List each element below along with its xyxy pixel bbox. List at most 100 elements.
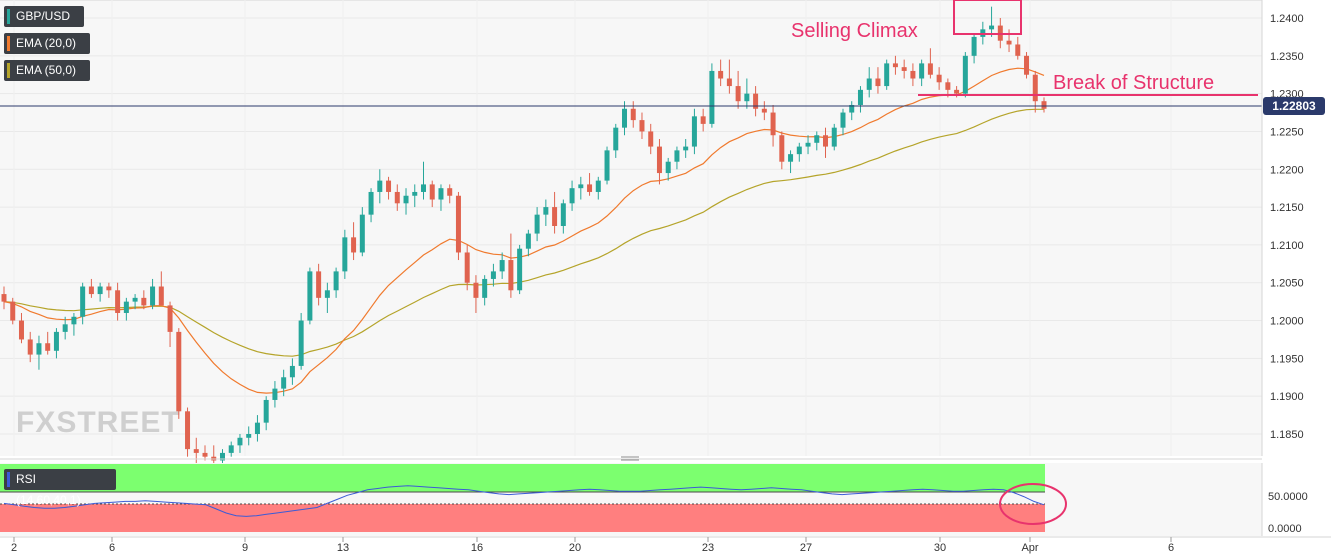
candle xyxy=(683,139,689,158)
candle xyxy=(342,229,348,279)
candle-body xyxy=(368,191,374,215)
break-of-structure-label: Break of Structure xyxy=(1053,72,1214,94)
candle xyxy=(123,297,129,321)
candle xyxy=(88,278,94,298)
candle-body xyxy=(281,377,287,389)
candle-body xyxy=(351,237,357,253)
candle-body xyxy=(656,146,662,174)
candle-body xyxy=(814,135,820,143)
candle xyxy=(377,169,383,204)
candle-body xyxy=(185,411,191,450)
candle xyxy=(447,184,453,204)
candle-body xyxy=(272,388,278,400)
candle xyxy=(132,294,138,310)
candle xyxy=(27,331,33,363)
candle-body xyxy=(45,343,51,351)
legend-symbol[interactable]: GBP/USD xyxy=(4,6,84,27)
candle-body xyxy=(735,86,741,102)
candle xyxy=(569,180,575,211)
candle xyxy=(62,316,68,340)
candle-body xyxy=(447,188,453,196)
candle-body xyxy=(62,324,68,332)
candle-body xyxy=(718,70,724,79)
rsi-tick-50: 50.0000 xyxy=(1268,491,1308,503)
time-tick-label: 20 xyxy=(569,542,581,554)
candle xyxy=(849,101,855,121)
price-tick-label: 1.2200 xyxy=(1270,164,1304,176)
candle xyxy=(289,358,295,385)
candle xyxy=(543,199,549,226)
candle-body xyxy=(342,237,348,272)
candle xyxy=(1041,97,1047,113)
candle-body xyxy=(665,161,671,174)
candle xyxy=(386,176,392,200)
candle-body xyxy=(228,445,234,453)
candle-body xyxy=(1006,40,1012,45)
candle-body xyxy=(482,278,488,298)
candle xyxy=(595,176,601,200)
price-tick-label: 1.2050 xyxy=(1270,278,1304,290)
candle xyxy=(490,263,496,287)
candle xyxy=(141,290,147,310)
candle-body xyxy=(176,331,182,412)
candle xyxy=(971,33,977,64)
pane-resize-handle[interactable] xyxy=(621,456,639,461)
candle xyxy=(788,150,794,174)
price-tick-label: 1.2250 xyxy=(1270,126,1304,138)
price-tick-label: 1.2400 xyxy=(1270,13,1304,25)
candle xyxy=(508,233,514,298)
candle-body xyxy=(823,135,829,147)
legend-rsi[interactable]: RSI (14,60,40,1) xyxy=(4,469,116,507)
time-tick-label: 13 xyxy=(337,542,349,554)
candle-body xyxy=(840,112,846,128)
candle xyxy=(613,123,619,158)
rsi-overbought-zone xyxy=(0,464,1045,492)
candle xyxy=(281,369,287,397)
candle xyxy=(726,59,732,94)
candle xyxy=(254,415,260,442)
candle-body xyxy=(927,63,933,75)
candle-body xyxy=(770,112,776,136)
time-tick-label: 16 xyxy=(471,542,483,554)
candle xyxy=(927,48,933,79)
price-axis xyxy=(1262,0,1331,456)
candle xyxy=(622,101,628,136)
price-tick-label: 1.2350 xyxy=(1270,51,1304,63)
candle-body xyxy=(788,154,794,162)
candle-body xyxy=(438,188,444,200)
candle-body xyxy=(88,286,94,295)
candle-body xyxy=(831,127,837,147)
legend-ema50[interactable]: EMA (50,0) xyxy=(4,60,90,81)
candle xyxy=(403,188,409,215)
candle-body xyxy=(962,55,968,94)
candle-body xyxy=(473,282,479,298)
legend-ema20[interactable]: EMA (20,0) xyxy=(4,33,90,54)
current-price-badge xyxy=(1263,97,1325,115)
time-tick-label: 23 xyxy=(702,542,714,554)
candle-body xyxy=(543,207,549,215)
candle-body xyxy=(132,297,138,302)
legend-ema50-swatch xyxy=(7,63,10,78)
candle xyxy=(552,191,558,234)
selling-climax-label: Selling Climax xyxy=(791,20,918,42)
candle-body xyxy=(875,78,881,87)
candle xyxy=(534,207,540,242)
candle-body xyxy=(1024,55,1030,75)
candle-body xyxy=(517,248,523,291)
candle xyxy=(962,52,968,98)
price-pane xyxy=(0,0,1262,456)
watermark: FXSTREET xyxy=(16,406,181,439)
time-tick-label: 27 xyxy=(800,542,812,554)
candle xyxy=(394,184,400,211)
candle xyxy=(351,222,357,261)
candle-body xyxy=(534,214,540,234)
candle-body xyxy=(106,286,112,291)
rsi-tick-0: 0.0000 xyxy=(1268,523,1302,535)
candle-body xyxy=(560,203,566,226)
candle-body xyxy=(744,93,750,102)
candle xyxy=(246,426,252,446)
candle xyxy=(263,396,269,431)
candle xyxy=(884,59,890,90)
price-tick-label: 1.2150 xyxy=(1270,202,1304,214)
